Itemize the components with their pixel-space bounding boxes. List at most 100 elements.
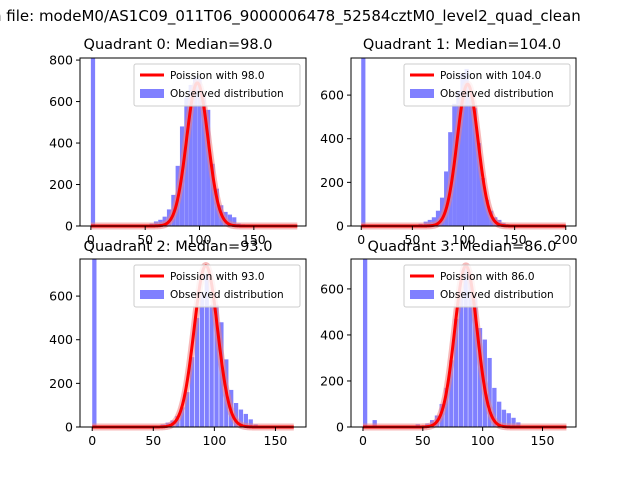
legend-box xyxy=(133,63,301,107)
legend-hist-label: Observed distribution xyxy=(170,88,284,100)
histogram-bar xyxy=(199,291,204,427)
histogram-bar xyxy=(460,73,465,227)
histogram-bar xyxy=(480,178,486,226)
y-tick-label: 600 xyxy=(49,289,73,304)
histogram-bar xyxy=(193,76,198,226)
legend-box xyxy=(133,264,301,308)
histogram-bar xyxy=(511,417,516,427)
quadrant-0-title: Quadrant 0: Median=98.0 xyxy=(84,37,273,53)
y-tick-label: 400 xyxy=(49,136,73,151)
x-tick-label: 0 xyxy=(359,433,367,448)
x-tick-label: 0 xyxy=(88,433,96,448)
y-tick-label: 200 xyxy=(49,376,73,391)
histogram-bar xyxy=(204,274,209,427)
histogram-bar xyxy=(463,268,468,427)
x-tick-label: 100 xyxy=(452,232,476,247)
x-tick-label: 150 xyxy=(531,433,555,448)
histogram-bar xyxy=(194,317,200,427)
y-tick-label: 400 xyxy=(320,131,344,146)
x-tick-label: 100 xyxy=(188,232,212,247)
x-tick-label: 50 xyxy=(137,232,153,247)
legend-hist-label: Observed distribution xyxy=(170,289,284,301)
legend-hist-swatch xyxy=(410,290,434,299)
axes-frame xyxy=(79,258,307,428)
quadrant-2-title: Quadrant 2: Median=93.0 xyxy=(84,239,273,255)
x-tick-label: 150 xyxy=(242,232,266,247)
y-tick-label: 200 xyxy=(320,175,344,190)
quadrant-1-panel: 0 50 100 150 200 0 200 400 600 Poission with 104.… xyxy=(320,37,578,247)
histogram-bar xyxy=(197,78,202,227)
histogram-bar xyxy=(464,68,469,226)
legend-box xyxy=(403,264,571,308)
x-tick-label: 150 xyxy=(264,433,288,448)
histogram-bar xyxy=(501,409,507,427)
histogram-bar xyxy=(362,259,368,427)
legend-hist-swatch xyxy=(140,290,164,299)
y-tick-label: 800 xyxy=(49,53,73,68)
quadrant-3-title: Quadrant 3: Median=86.0 xyxy=(368,239,557,255)
histogram-bar xyxy=(189,357,195,427)
histogram-bar xyxy=(476,143,481,226)
histogram-bar xyxy=(248,419,253,427)
legend-box xyxy=(403,63,571,107)
histogram-bar xyxy=(210,163,215,226)
y-tick-label: 600 xyxy=(320,281,344,296)
figure-suptitle: n file: modeM0/AS1C09_011T06_9000006478_… xyxy=(0,7,581,26)
y-tick-label: 200 xyxy=(320,373,344,388)
x-tick-label: 50 xyxy=(145,433,161,448)
histogram-bar xyxy=(435,210,441,226)
x-tick-label: 100 xyxy=(471,433,495,448)
histogram-bar xyxy=(209,304,214,427)
histogram-bar xyxy=(361,58,366,226)
y-tick-label: 600 xyxy=(320,88,344,103)
histogram-bar xyxy=(473,298,478,427)
legend-curve-label: Poission with 98.0 xyxy=(170,70,265,82)
y-tick-label: 400 xyxy=(320,327,344,342)
histogram-bar xyxy=(487,357,492,427)
histogram-bar xyxy=(243,413,248,427)
y-tick-label: 0 xyxy=(336,420,344,435)
quadrant-0-panel: 0 50 100 150 0 200 400 600 800 Poission with 98.0… xyxy=(49,37,307,247)
legend-hist-label: Observed distribution xyxy=(440,289,554,301)
legend-curve-label: Poission with 86.0 xyxy=(440,271,535,283)
histogram-bar xyxy=(238,409,244,427)
histogram-bar xyxy=(185,392,190,427)
histogram-bar xyxy=(468,279,473,427)
histogram-bar xyxy=(453,318,459,427)
y-tick-label: 600 xyxy=(49,94,73,109)
y-tick-label: 0 xyxy=(65,219,73,234)
quadrant-3-panel: 0 50 100 150 0 200 400 600 Poission with 86.0 Obs… xyxy=(320,239,577,448)
y-tick-label: 200 xyxy=(49,177,73,192)
y-tick-label: 0 xyxy=(65,420,73,435)
histogram-bar xyxy=(472,108,477,226)
legend-curve-label: Poission with 104.0 xyxy=(440,70,541,82)
histogram-bar xyxy=(468,95,473,226)
histogram-bar xyxy=(506,413,511,427)
quadrant-2-panel: 0 50 100 150 0 200 400 600 Poission with 93.0 Obs… xyxy=(49,239,307,448)
histogram-bar xyxy=(227,214,233,226)
histogram-bar xyxy=(90,58,96,226)
histogram-bar xyxy=(232,217,237,226)
y-tick-label: 400 xyxy=(49,332,73,347)
histogram-bar xyxy=(456,90,461,226)
histogram-bar xyxy=(458,291,464,427)
y-tick-label: 0 xyxy=(336,219,344,234)
histogram-bar xyxy=(180,407,185,427)
histogram-bar xyxy=(449,360,454,427)
histogram-bar xyxy=(92,259,97,427)
x-tick-label: 200 xyxy=(554,232,578,247)
x-tick-label: 0 xyxy=(357,232,365,247)
legend-hist-swatch xyxy=(140,89,164,98)
legend-hist-swatch xyxy=(410,89,434,98)
axes-frame xyxy=(350,258,577,428)
histogram-bar xyxy=(201,97,206,226)
quadrant-1-title: Quadrant 1: Median=104.0 xyxy=(363,37,561,53)
histogram-bar xyxy=(206,109,211,226)
x-tick-label: 150 xyxy=(503,232,527,247)
x-tick-label: 100 xyxy=(202,433,226,448)
histogram-bar xyxy=(214,304,219,427)
histogram-bar xyxy=(492,387,497,427)
legend-hist-label: Observed distribution xyxy=(440,88,554,100)
x-tick-label: 50 xyxy=(404,232,420,247)
